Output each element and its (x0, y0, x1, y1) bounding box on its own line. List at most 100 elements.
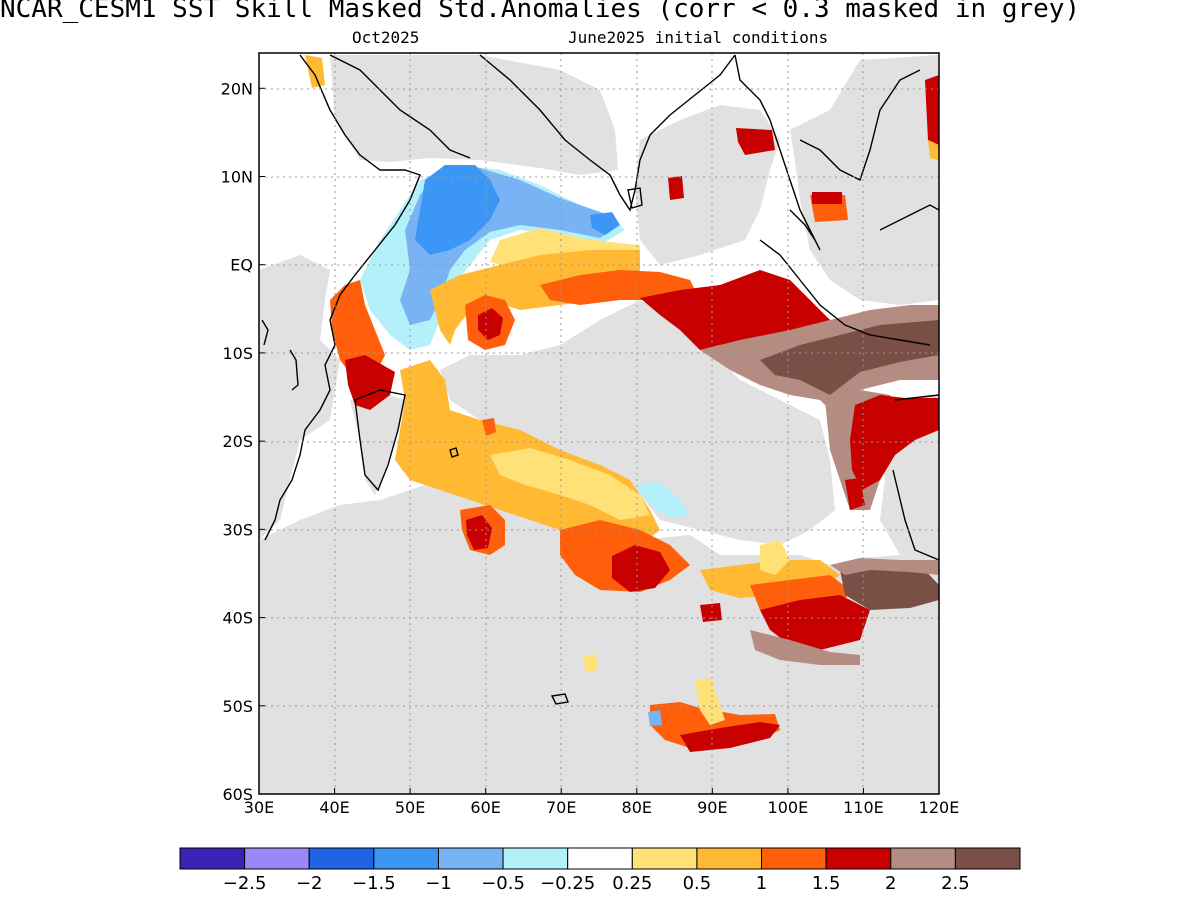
colorbar-swatch (954, 847, 1021, 870)
colorbar-label: 2.5 (941, 873, 970, 894)
colorbar-swatch (761, 847, 827, 870)
forecast-month-label: Oct2025 (352, 28, 420, 47)
mask-africa-land (259, 255, 340, 540)
lat-tick-label: 10N (221, 168, 253, 187)
anomaly-blue (415, 165, 500, 255)
colorbar-swatch (244, 847, 310, 870)
coast-arabian-peninsula (329, 54, 471, 159)
coast-india (479, 54, 736, 212)
anomaly-coastal-orange (330, 280, 385, 380)
plot-title: NCAR_CESM1 SST Skill Masked Std.Anomalie… (0, 0, 1081, 24)
colorbar-swatch (631, 847, 698, 870)
coast-sumatra (759, 239, 931, 346)
colorbar-label: 0.5 (683, 873, 712, 894)
anomaly-andaman-red (668, 176, 684, 200)
colorbar-swatch (373, 847, 439, 870)
coast-arabia-africa (264, 54, 421, 541)
anomaly-small-yellow-45s (583, 654, 598, 672)
lon-tick-label: 40E (319, 798, 349, 817)
anomaly-sau-dark-brown (840, 560, 939, 610)
colorbar-swatch (437, 847, 504, 870)
coast-myanmar (734, 54, 821, 251)
coast-srilanka (627, 187, 643, 209)
lon-tick-label: 120E (919, 798, 960, 817)
anomaly-nw-australia-red (850, 395, 939, 490)
colorbar-label: −2 (296, 873, 323, 894)
lat-tick-label: 60S (222, 785, 253, 804)
lon-tick-label: 80E (622, 798, 652, 817)
coast-australia (892, 394, 939, 561)
anomaly-south-cyan (635, 482, 690, 518)
colorbar-swatch (308, 847, 375, 870)
anomaly-fields (305, 55, 939, 752)
anomaly-malacca-red (812, 192, 842, 204)
mask-arabian-sea-north (330, 55, 618, 175)
anomaly-redsea-orange (305, 55, 325, 88)
colorbar-swatch (825, 847, 892, 870)
colorbar-swatch (696, 847, 763, 870)
colorbar-label: 1.5 (812, 873, 841, 894)
colorbar-label: 0.25 (612, 873, 652, 894)
lon-tick-label: 110E (843, 798, 884, 817)
anomaly-kerg-red (680, 722, 780, 752)
mask-central-south (440, 300, 835, 545)
anomaly-sau-light-brown (830, 558, 939, 575)
coast-kerguelen (550, 693, 569, 705)
anomaly-coastal-red (345, 355, 395, 410)
coast-lake-nyasa (289, 349, 299, 391)
lat-tick-label: EQ (230, 256, 253, 275)
coastlines (261, 54, 939, 705)
lon-tick-label: 50E (395, 798, 425, 817)
coast-sea-mainland (799, 69, 921, 181)
lat-tick-label: 50S (222, 697, 253, 716)
colorbar-swatch (567, 847, 633, 870)
anomaly-scs-orange (928, 140, 939, 160)
coast-mauritius (449, 447, 459, 458)
initial-conditions-label: June2025 initial conditions (568, 28, 829, 47)
coast-lake-tanganyika (261, 319, 269, 346)
anomaly-red-ring (478, 308, 503, 340)
colorbar-swatch (890, 847, 956, 870)
colorbar: −2.5 −2 −1.5 −1 −0.5 −0.25 0.25 0.5 1 1.5 2 2.5 (179, 847, 1021, 894)
anomaly-sau-brown (750, 630, 860, 665)
colorbar-label: −0.5 (481, 873, 525, 894)
anomaly-sau-yellow (760, 540, 790, 575)
anomaly-east-red (640, 270, 830, 350)
coast-madagascar (354, 389, 406, 492)
lat-tick-label: 40S (222, 609, 253, 628)
colorbar-label: −2.5 (223, 873, 267, 894)
colorbar-label: −1 (425, 873, 452, 894)
anomaly-blue-small (590, 212, 620, 235)
coast-malaysia (789, 209, 816, 241)
anomaly-red-westaus (845, 478, 865, 510)
lat-tick-label: 30S (222, 520, 253, 539)
lon-tick-label: 30E (244, 798, 274, 817)
anomaly-scs-red (925, 75, 939, 145)
anomaly-sw-red (466, 515, 492, 550)
anomaly-orange-eq (430, 250, 640, 345)
colorbar-label: 1 (756, 873, 767, 894)
map-plot-area (259, 53, 939, 794)
lon-tick-label: 90E (697, 798, 727, 817)
lat-tick-label: 10S (222, 344, 253, 363)
coast-borneo (879, 204, 939, 231)
lon-tick-label: 60E (470, 798, 500, 817)
lat-tick-label: 20S (222, 432, 253, 451)
mask-southeast-asia (790, 55, 939, 305)
anomaly-kerg-yellow (695, 678, 725, 725)
colorbar-label: −1.5 (352, 873, 396, 894)
lon-tick-label: 70E (546, 798, 576, 817)
lat-tick-label: 20N (221, 79, 253, 98)
plot-frame (258, 52, 940, 795)
colorbar-swatch (179, 847, 246, 870)
colorbar-label: −0.25 (540, 873, 595, 894)
colorbar-label: 2 (885, 873, 896, 894)
anomaly-kerg-blue (648, 710, 662, 726)
colorbar-swatch (502, 847, 569, 870)
anomaly-south-light-yellow (490, 448, 650, 520)
anomaly-gulf-red (736, 128, 775, 155)
lon-tick-label: 100E (768, 798, 809, 817)
anomaly-small-red-40s (700, 603, 722, 622)
latitude-axis: 20N 10N EQ 10S 20S 30S 40S 50S 60S (221, 79, 265, 804)
